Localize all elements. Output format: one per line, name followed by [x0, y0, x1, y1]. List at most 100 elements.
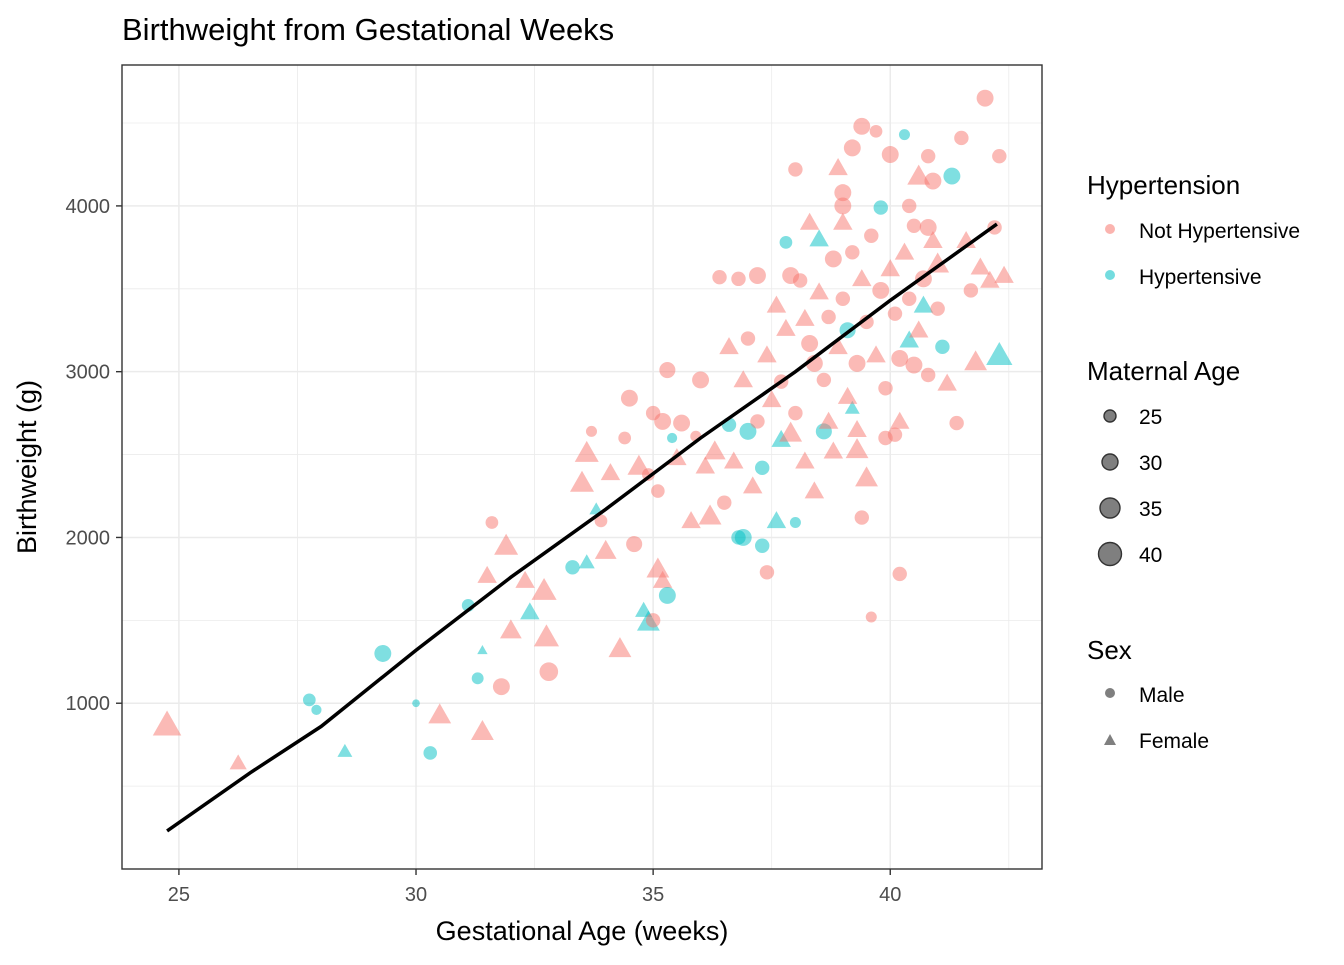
point-not-hypertensive-male — [949, 415, 964, 431]
legend-female-label: Female — [1139, 730, 1209, 753]
grid-minor — [122, 65, 1042, 869]
point-not-hypertensive-female — [646, 557, 670, 578]
panel-border — [121, 64, 1043, 870]
point-hypertensive-male — [423, 746, 438, 760]
point-not-hypertensive-male — [919, 218, 937, 236]
legend-size-40-label: 40 — [1139, 544, 1162, 567]
point-not-hypertensive-female — [594, 539, 617, 559]
legend-sex-title: Sex — [1087, 635, 1132, 665]
point-hypertensive-male — [311, 704, 322, 715]
point-hypertensive-male — [658, 587, 676, 604]
legend-size-25-key — [1103, 409, 1117, 423]
point-hypertensive-female — [899, 330, 919, 348]
legend-size-40-key — [1097, 541, 1123, 567]
point-not-hypertensive-male — [924, 172, 942, 190]
point-not-hypertensive-male — [712, 269, 727, 285]
point-not-hypertensive-female — [828, 158, 848, 176]
legend-not-hypertensive-key — [1105, 224, 1115, 234]
point-not-hypertensive-female — [907, 164, 931, 185]
point-not-hypertensive-male — [620, 389, 638, 407]
point-not-hypertensive-female — [703, 440, 726, 460]
legend-hypertension-title: Hypertension — [1087, 170, 1240, 200]
point-not-hypertensive-male — [788, 405, 803, 421]
legend-hypertensive-key — [1105, 270, 1115, 280]
legend-size-30-key — [1101, 453, 1119, 471]
point-not-hypertensive-female — [847, 419, 867, 437]
point-not-hypertensive-female — [880, 259, 900, 277]
point-not-hypertensive-male — [845, 245, 860, 260]
point-not-hypertensive-male — [865, 611, 877, 623]
point-not-hypertensive-female — [923, 230, 943, 249]
point-not-hypertensive-female — [804, 481, 825, 499]
point-not-hypertensive-male — [859, 314, 874, 330]
point-not-hypertensive-female — [795, 308, 815, 326]
x-tick-label: 40 — [879, 884, 901, 906]
point-not-hypertensive-female — [980, 270, 1000, 288]
point-not-hypertensive-female — [719, 337, 739, 355]
point-not-hypertensive-male — [485, 516, 499, 529]
point-hypertensive-female — [589, 502, 604, 515]
point-not-hypertensive-male — [816, 372, 832, 388]
point-not-hypertensive-male — [673, 414, 691, 432]
point-not-hypertensive-male — [869, 124, 883, 138]
point-not-hypertensive-female — [695, 456, 716, 474]
point-not-hypertensive-female — [779, 421, 803, 442]
point-not-hypertensive-female — [570, 470, 594, 492]
point-not-hypertensive-female — [894, 242, 915, 260]
y-axis: 1000 2000 3000 4000 — [66, 196, 122, 715]
point-not-hypertensive-male — [692, 371, 710, 389]
x-tick-label: 30 — [405, 884, 427, 906]
fit-layer — [166, 222, 998, 833]
point-not-hypertensive-female — [799, 212, 820, 230]
point-not-hypertensive-female — [600, 463, 621, 481]
point-not-hypertensive-female — [890, 411, 910, 429]
legend-not-hypertensive-label: Not Hypertensive — [1139, 220, 1300, 243]
point-hypertensive-male — [898, 129, 910, 141]
x-tick-label: 25 — [168, 884, 190, 906]
point-not-hypertensive-male — [843, 139, 861, 157]
point-not-hypertensive-female — [776, 318, 796, 336]
point-not-hypertensive-male — [618, 431, 632, 445]
fit-line — [166, 222, 998, 833]
point-not-hypertensive-male — [878, 430, 893, 446]
point-hypertensive-female — [809, 229, 829, 247]
point-not-hypertensive-male — [740, 331, 756, 346]
point-not-hypertensive-male — [834, 184, 852, 202]
point-not-hypertensive-female — [428, 703, 452, 724]
point-not-hypertensive-female — [500, 619, 522, 639]
point-not-hypertensive-female — [494, 533, 519, 555]
point-not-hypertensive-female — [533, 624, 559, 647]
point-not-hypertensive-male — [881, 146, 899, 163]
point-hypertensive-female — [578, 554, 595, 569]
point-not-hypertensive-female — [761, 390, 782, 408]
point-not-hypertensive-male — [976, 89, 994, 107]
point-hypertensive-female — [337, 743, 353, 757]
point-not-hypertensive-male — [750, 414, 765, 429]
point-not-hypertensive-male — [853, 117, 871, 135]
point-not-hypertensive-male — [821, 309, 836, 325]
point-not-hypertensive-male — [854, 510, 869, 525]
x-axis-label: Gestational Age (weeks) — [436, 916, 729, 946]
point-hypertensive-male — [789, 517, 801, 529]
point-not-hypertensive-male — [834, 197, 852, 215]
legend-sex: Sex Male Female — [1087, 635, 1209, 753]
y-tick-label: 4000 — [66, 196, 111, 218]
point-not-hypertensive-female — [852, 269, 872, 287]
point-hypertensive-female — [844, 400, 860, 414]
x-axis: 25 30 35 40 — [168, 869, 901, 906]
point-not-hypertensive-male — [878, 381, 893, 396]
point-not-hypertensive-female — [845, 438, 869, 459]
point-not-hypertensive-female — [855, 466, 878, 487]
point-not-hypertensive-female — [766, 295, 787, 313]
point-not-hypertensive-male — [782, 267, 800, 284]
point-not-hypertensive-male — [954, 130, 969, 146]
point-not-hypertensive-female — [229, 754, 247, 770]
point-hypertensive-female — [766, 511, 787, 529]
point-not-hypertensive-female — [908, 320, 929, 338]
chart-title: Birthweight from Gestational Weeks — [122, 12, 614, 47]
point-hypertensive-male — [755, 538, 770, 553]
x-tick-label: 35 — [642, 884, 664, 906]
point-not-hypertensive-female — [818, 411, 839, 429]
legend-size-25-label: 25 — [1139, 406, 1162, 429]
